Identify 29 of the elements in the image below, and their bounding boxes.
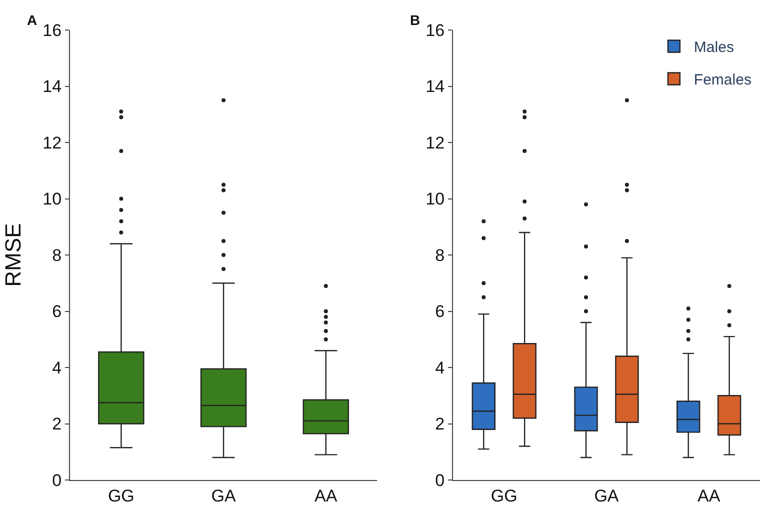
y-tick-label: 14 <box>426 77 445 96</box>
y-tick-label: 12 <box>42 133 62 152</box>
y-tick-label: 8 <box>435 246 445 265</box>
x-tick-label: GG <box>108 486 134 506</box>
y-tick-label: 16 <box>42 20 62 40</box>
y-tick-label: 4 <box>52 358 62 378</box>
chart-title: B <box>410 12 420 28</box>
legend-label: Females <box>694 72 752 89</box>
y-tick-label: 0 <box>52 470 62 490</box>
x-tick-label: AA <box>697 486 721 506</box>
x-tick-label: GA <box>594 486 620 506</box>
y-tick-label: 10 <box>42 190 62 209</box>
y-tick-label: 16 <box>426 20 445 40</box>
y-tick-label: 14 <box>42 77 62 96</box>
y-tick-label: 2 <box>435 414 445 434</box>
y-tick-label: 2 <box>52 414 62 434</box>
y-tick-label: 10 <box>426 190 445 209</box>
chart-title: A <box>27 12 38 28</box>
y-tick-label: 0 <box>435 470 445 490</box>
x-tick-label: GG <box>490 486 518 506</box>
y-tick-label: 6 <box>435 302 445 322</box>
y-axis-title: RMSE <box>0 223 26 287</box>
x-tick-label: AA <box>314 486 338 506</box>
y-tick-label: 4 <box>435 358 445 378</box>
y-tick-label: 12 <box>426 133 445 152</box>
y-tick-label: 8 <box>52 246 62 265</box>
y-tick-label: 6 <box>52 302 62 322</box>
legend-label: Males <box>694 39 734 56</box>
x-tick-label: GA <box>211 486 236 506</box>
